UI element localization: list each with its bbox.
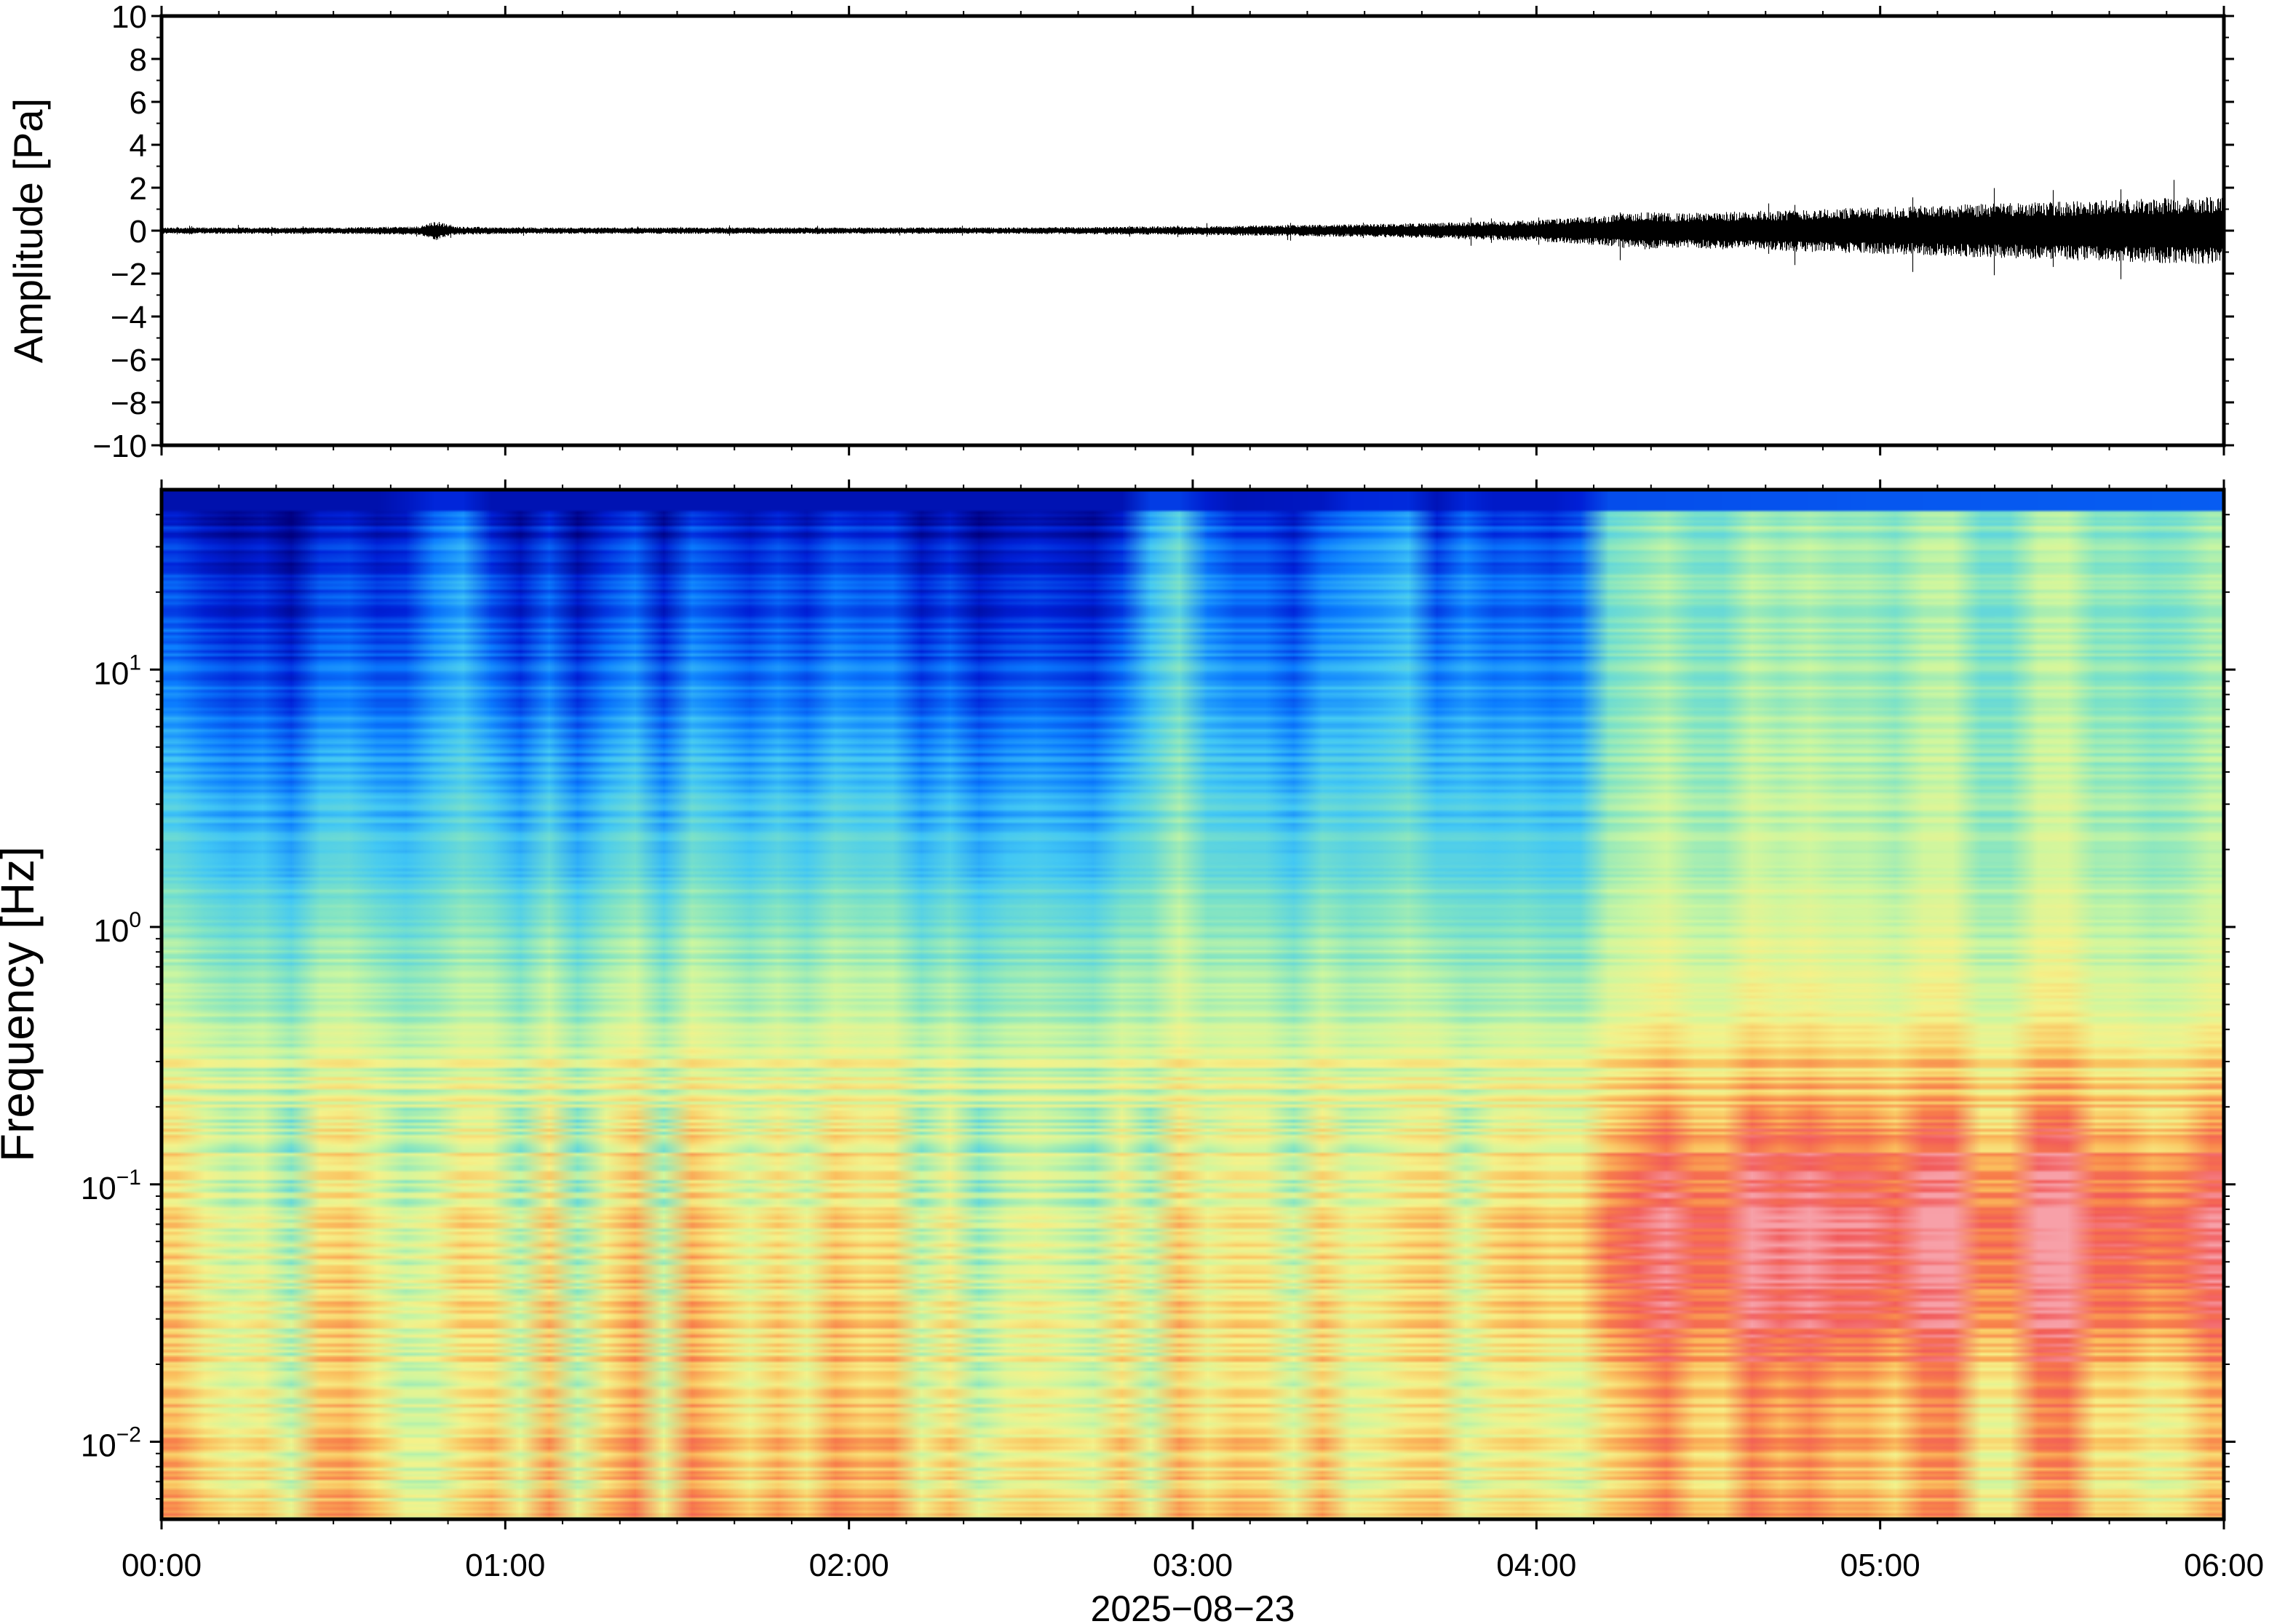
amplitude-y-tick-label: 8 bbox=[130, 42, 147, 78]
time-x-tick-label: 03:00 bbox=[1153, 1548, 1233, 1583]
amplitude-y-tick-label: −6 bbox=[111, 343, 147, 378]
spectrogram-y-axis-title: Frequency [Hz] bbox=[0, 846, 44, 1162]
time-x-tick-label: 02:00 bbox=[809, 1548, 889, 1583]
frequency-y-tick-label: 10−2 bbox=[81, 1423, 141, 1464]
time-x-tick-label: 01:00 bbox=[465, 1548, 545, 1583]
frequency-tick-base: 10 bbox=[93, 656, 129, 691]
frequency-y-tick-label: 100 bbox=[93, 908, 141, 949]
amplitude-y-tick-label: −2 bbox=[111, 257, 147, 292]
frequency-tick-base: 10 bbox=[93, 913, 129, 949]
frequency-tick-exponent: −1 bbox=[116, 1166, 141, 1190]
date-axis-title: 2025−08−23 bbox=[1091, 1588, 1295, 1624]
spectrogram-heatmap bbox=[162, 490, 2224, 1519]
amplitude-y-tick-label: −4 bbox=[111, 300, 147, 335]
amplitude-panel: 10 8 6 4 2 0 −2 −4 −6 −8 −10 Amplitude [Pa] bbox=[5, 0, 2234, 464]
frequency-tick-exponent: 0 bbox=[129, 908, 141, 932]
spectrogram-frame bbox=[159, 487, 2226, 1521]
amplitude-y-tick-label: 0 bbox=[130, 214, 147, 250]
amplitude-frame bbox=[159, 14, 2226, 447]
amplitude-y-tick-label: 4 bbox=[130, 128, 147, 164]
time-x-tick-label: 06:00 bbox=[2184, 1548, 2264, 1583]
frequency-y-tick-label: 101 bbox=[93, 650, 141, 691]
time-x-tick-label: 00:00 bbox=[122, 1548, 202, 1583]
frequency-tick-base: 10 bbox=[81, 1171, 116, 1206]
time-x-tick-label: 04:00 bbox=[1496, 1548, 1576, 1583]
amplitude-y-tick-label: 2 bbox=[130, 171, 147, 207]
amplitude-y-tick-label: 10 bbox=[111, 0, 147, 35]
frequency-tick-exponent: 1 bbox=[129, 650, 141, 674]
frequency-tick-base: 10 bbox=[81, 1428, 116, 1464]
amplitude-y-tick-labels: 10 8 6 4 2 0 −2 −4 −6 −8 −10 bbox=[92, 0, 147, 464]
amplitude-y-tick-label: −8 bbox=[111, 386, 147, 421]
amplitude-y-tick-label: −10 bbox=[92, 429, 147, 464]
amplitude-y-tick-label: 6 bbox=[130, 85, 147, 121]
amplitude-y-axis-title: Amplitude [Pa] bbox=[5, 98, 51, 363]
spectrogram-x-tick-labels: 00:00 01:00 02:00 03:00 04:00 05:00 06:00 bbox=[122, 1548, 2264, 1583]
frequency-tick-exponent: −2 bbox=[116, 1423, 141, 1447]
frequency-y-tick-label: 10−1 bbox=[81, 1166, 141, 1206]
time-x-tick-label: 05:00 bbox=[1840, 1548, 1920, 1583]
